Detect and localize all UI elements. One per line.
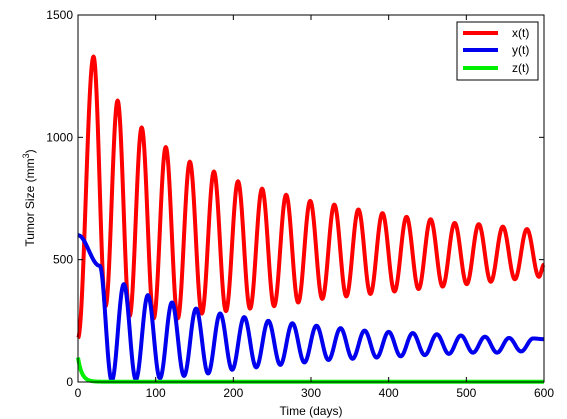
legend-label-y: y(t) [512, 43, 529, 57]
x-axis-title: Time (days) [280, 404, 343, 418]
x-tick-label: 200 [223, 386, 243, 400]
legend-label-z: z(t) [512, 61, 529, 75]
legend-label-x: x(t) [512, 26, 529, 40]
x-tick-label: 600 [534, 386, 554, 400]
y-axis-title: Tumor Size (mm3) [21, 149, 37, 246]
x-tick-label: 400 [379, 386, 399, 400]
tick-layer: 0 100 200 300 400 500 600 0 500 1000 1500 [46, 8, 554, 400]
y-tick-label: 1500 [46, 8, 73, 22]
x-tick-label: 0 [75, 386, 82, 400]
x-tick-label: 100 [146, 386, 166, 400]
y-tick-label: 500 [53, 253, 73, 267]
series-line-yt [76, 233, 546, 383]
y-axis-title-main: Tumor Size (mm [23, 158, 37, 246]
x-tick-label: 300 [301, 386, 321, 400]
y-axis-title-superscript: 3 [21, 153, 31, 158]
series-line-xt [76, 54, 546, 340]
y-tick-label: 1000 [46, 130, 73, 144]
y-tick-label: 0 [66, 375, 73, 389]
y-axis-title-close: ) [23, 149, 37, 153]
legend: x(t) y(t) z(t) [456, 21, 539, 81]
x-tick-label: 500 [456, 386, 476, 400]
